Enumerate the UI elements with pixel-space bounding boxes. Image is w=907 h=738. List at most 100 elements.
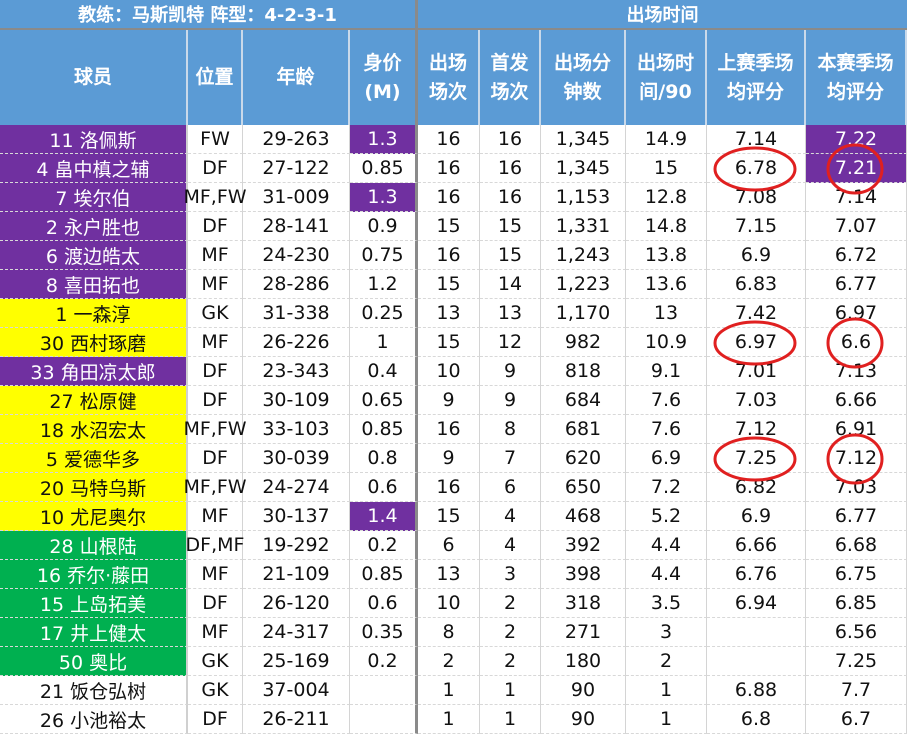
this-season-rating-cell[interactable]: 7.25 [806, 647, 907, 676]
position-cell[interactable]: FW [188, 125, 243, 154]
position-cell[interactable]: MF [188, 618, 243, 647]
value-cell[interactable]: 0.2 [350, 647, 418, 676]
appearances-cell[interactable]: 16 [418, 154, 480, 183]
this-season-rating-cell[interactable]: 6.7 [806, 705, 907, 734]
per90-cell[interactable]: 1 [626, 705, 707, 734]
last-season-rating-cell[interactable]: 6.83 [707, 270, 806, 299]
last-season-rating-cell[interactable]: 6.88 [707, 676, 806, 705]
last-season-rating-cell[interactable]: 7.15 [707, 212, 806, 241]
header-age[interactable]: 年龄 [243, 30, 350, 125]
minutes-cell[interactable]: 271 [541, 618, 626, 647]
header-this-season-rating[interactable]: 本赛季场 均评分 [806, 30, 907, 125]
age-cell[interactable]: 26-120 [243, 589, 350, 618]
header-appearances[interactable]: 出场 场次 [418, 30, 480, 125]
age-cell[interactable]: 24-274 [243, 473, 350, 502]
this-season-rating-cell[interactable]: 6.6 [806, 328, 907, 357]
minutes-cell[interactable]: 650 [541, 473, 626, 502]
last-season-rating-cell[interactable]: 6.76 [707, 560, 806, 589]
this-season-rating-cell[interactable]: 6.77 [806, 270, 907, 299]
minutes-cell[interactable]: 620 [541, 444, 626, 473]
starts-cell[interactable]: 8 [480, 415, 541, 444]
starts-cell[interactable]: 14 [480, 270, 541, 299]
position-cell[interactable]: DF [188, 705, 243, 734]
age-cell[interactable]: 30-039 [243, 444, 350, 473]
age-cell[interactable]: 23-343 [243, 357, 350, 386]
value-cell[interactable] [350, 705, 418, 734]
age-cell[interactable]: 33-103 [243, 415, 350, 444]
appearances-cell[interactable]: 15 [418, 270, 480, 299]
per90-cell[interactable]: 4.4 [626, 531, 707, 560]
value-cell[interactable]: 0.6 [350, 473, 418, 502]
last-season-rating-cell[interactable]: 7.42 [707, 299, 806, 328]
position-cell[interactable]: MF [188, 560, 243, 589]
player-name-cell[interactable]: 6 渡边皓太 [0, 241, 188, 270]
age-cell[interactable]: 31-009 [243, 183, 350, 212]
age-cell[interactable]: 28-141 [243, 212, 350, 241]
player-name-cell[interactable]: 15 上岛拓美 [0, 589, 188, 618]
per90-cell[interactable]: 12.8 [626, 183, 707, 212]
player-name-cell[interactable]: 20 马特乌斯 [0, 473, 188, 502]
value-cell[interactable]: 0.8 [350, 444, 418, 473]
last-season-rating-cell[interactable]: 7.01 [707, 357, 806, 386]
per90-cell[interactable]: 9.1 [626, 357, 707, 386]
age-cell[interactable]: 19-292 [243, 531, 350, 560]
age-cell[interactable]: 26-211 [243, 705, 350, 734]
this-season-rating-cell[interactable]: 6.56 [806, 618, 907, 647]
last-season-rating-cell[interactable]: 6.9 [707, 502, 806, 531]
last-season-rating-cell[interactable] [707, 618, 806, 647]
last-season-rating-cell[interactable]: 6.78 [707, 154, 806, 183]
per90-cell[interactable]: 14.8 [626, 212, 707, 241]
starts-cell[interactable]: 4 [480, 502, 541, 531]
value-cell[interactable]: 0.6 [350, 589, 418, 618]
last-season-rating-cell[interactable]: 7.03 [707, 386, 806, 415]
minutes-cell[interactable]: 392 [541, 531, 626, 560]
this-season-rating-cell[interactable]: 7.22 [806, 125, 907, 154]
age-cell[interactable]: 37-004 [243, 676, 350, 705]
minutes-cell[interactable]: 982 [541, 328, 626, 357]
starts-cell[interactable]: 2 [480, 647, 541, 676]
value-cell[interactable]: 0.75 [350, 241, 418, 270]
player-name-cell[interactable]: 26 小池裕太 [0, 705, 188, 734]
position-cell[interactable]: MF [188, 270, 243, 299]
last-season-rating-cell[interactable]: 7.08 [707, 183, 806, 212]
age-cell[interactable]: 21-109 [243, 560, 350, 589]
header-last-season-rating[interactable]: 上赛季场 均评分 [707, 30, 806, 125]
header-minutes[interactable]: 出场分 钟数 [541, 30, 626, 125]
header-value[interactable]: 身价 (M) [350, 30, 418, 125]
starts-cell[interactable]: 15 [480, 241, 541, 270]
starts-cell[interactable]: 16 [480, 154, 541, 183]
this-season-rating-cell[interactable]: 6.85 [806, 589, 907, 618]
per90-cell[interactable]: 15 [626, 154, 707, 183]
last-season-rating-cell[interactable]: 6.9 [707, 241, 806, 270]
last-season-rating-cell[interactable]: 6.94 [707, 589, 806, 618]
this-season-rating-cell[interactable]: 7.21 [806, 154, 907, 183]
minutes-cell[interactable]: 318 [541, 589, 626, 618]
minutes-cell[interactable]: 1,153 [541, 183, 626, 212]
minutes-cell[interactable]: 1,170 [541, 299, 626, 328]
per90-cell[interactable]: 13.8 [626, 241, 707, 270]
per90-cell[interactable]: 3.5 [626, 589, 707, 618]
per90-cell[interactable]: 2 [626, 647, 707, 676]
position-cell[interactable]: DF [188, 444, 243, 473]
value-cell[interactable]: 0.85 [350, 560, 418, 589]
per90-cell[interactable]: 7.2 [626, 473, 707, 502]
appearances-cell[interactable]: 13 [418, 560, 480, 589]
age-cell[interactable]: 24-230 [243, 241, 350, 270]
minutes-cell[interactable]: 1,243 [541, 241, 626, 270]
header-per90[interactable]: 出场时 间/90 [626, 30, 707, 125]
position-cell[interactable]: MF [188, 241, 243, 270]
minutes-cell[interactable]: 90 [541, 676, 626, 705]
appearances-cell[interactable]: 10 [418, 589, 480, 618]
value-cell[interactable]: 1 [350, 328, 418, 357]
position-cell[interactable]: DF [188, 386, 243, 415]
position-cell[interactable]: GK [188, 647, 243, 676]
player-name-cell[interactable]: 1 一森淳 [0, 299, 188, 328]
last-season-rating-cell[interactable]: 7.12 [707, 415, 806, 444]
value-cell[interactable]: 1.4 [350, 502, 418, 531]
minutes-cell[interactable]: 1,331 [541, 212, 626, 241]
per90-cell[interactable]: 7.6 [626, 386, 707, 415]
position-cell[interactable]: DF [188, 154, 243, 183]
appearances-cell[interactable]: 16 [418, 241, 480, 270]
player-name-cell[interactable]: 4 畠中槙之辅 [0, 154, 188, 183]
appearances-cell[interactable]: 1 [418, 676, 480, 705]
